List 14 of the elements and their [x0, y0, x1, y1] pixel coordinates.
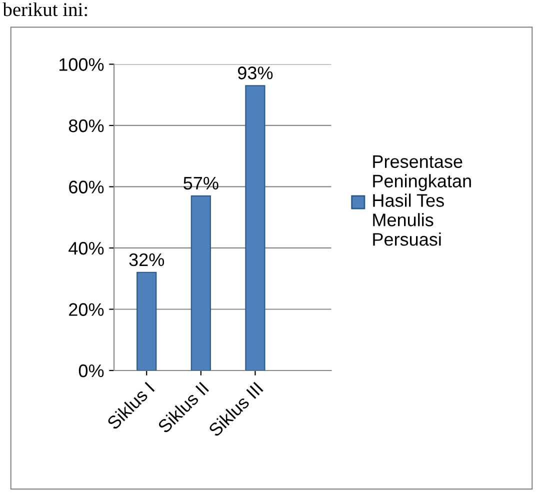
legend-label: Presentase Peningkatan Hasil Tes Menulis Persuasi [373, 155, 471, 246]
y-tick-label: 60% [69, 180, 104, 194]
text: 93% [238, 66, 273, 80]
bar [136, 272, 157, 370]
bar [245, 85, 266, 370]
y-tick-label: 100% [60, 58, 104, 71]
text: 32% [129, 253, 164, 266]
text: berikut ini: [2, 2, 88, 16]
y-tick-label: 0% [78, 364, 104, 378]
y-tick-label: 80% [68, 119, 104, 132]
y-tick-label: 20% [69, 303, 104, 316]
bar [190, 195, 211, 370]
text: 57% [184, 176, 218, 190]
y-tick-label: 40% [68, 242, 104, 255]
